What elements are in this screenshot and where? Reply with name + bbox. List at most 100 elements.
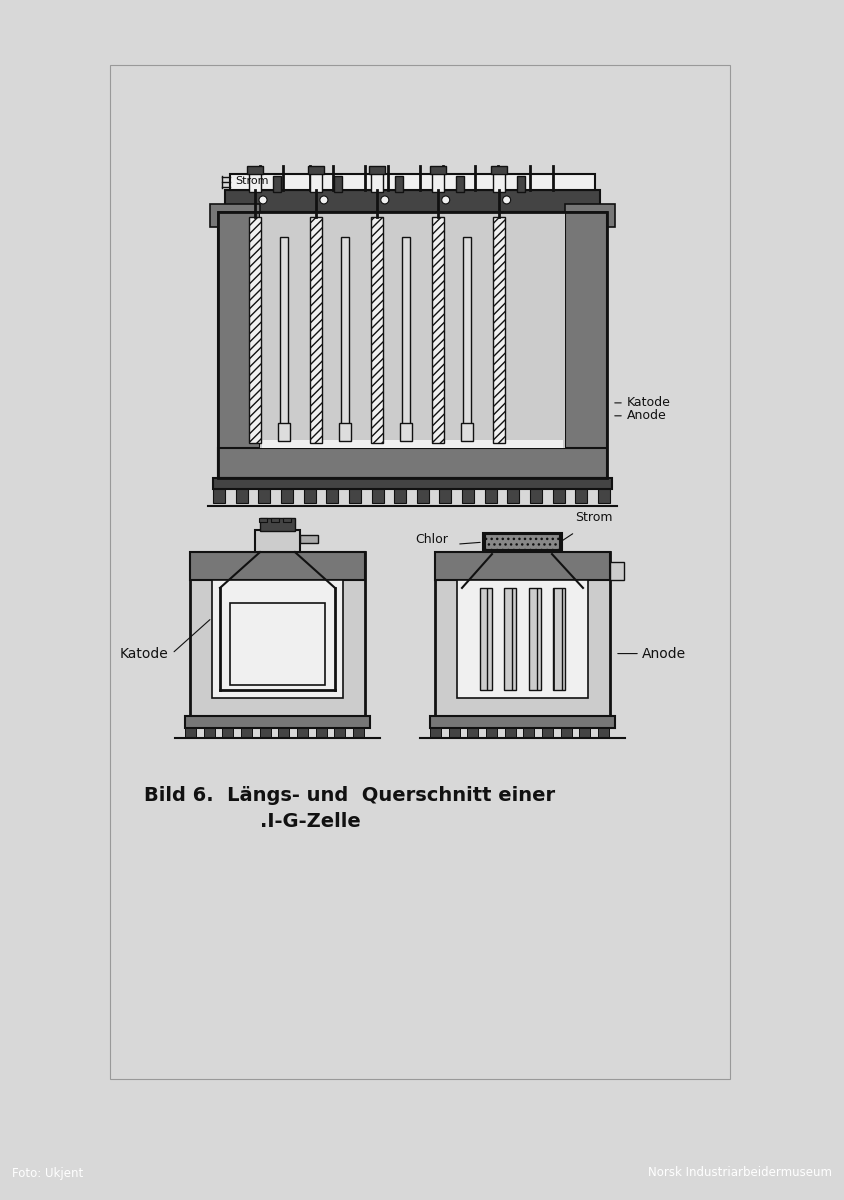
Bar	[230, 174, 595, 190]
Bar	[417, 490, 429, 503]
Bar	[576, 490, 587, 503]
Text: Bild 6.  Längs- und  Querschnitt einer: Bild 6. Längs- und Querschnitt einer	[144, 786, 555, 805]
Bar	[517, 176, 525, 192]
Bar	[523, 728, 534, 738]
Bar	[371, 172, 383, 192]
Bar	[230, 602, 325, 685]
Circle shape	[503, 196, 511, 204]
Bar	[353, 728, 364, 738]
Text: Anode: Anode	[642, 647, 686, 660]
Bar	[432, 217, 444, 443]
Text: Anode: Anode	[627, 409, 667, 422]
Text: Chlor: Chlor	[415, 533, 448, 546]
Bar	[341, 236, 349, 433]
Bar	[316, 728, 327, 738]
Bar	[247, 166, 263, 174]
Bar	[339, 422, 351, 440]
Bar	[225, 190, 600, 212]
Bar	[213, 490, 225, 503]
Bar	[486, 728, 497, 738]
Bar	[249, 217, 261, 443]
Bar	[327, 490, 338, 503]
Bar	[235, 490, 247, 503]
Bar	[449, 728, 460, 738]
Bar	[432, 172, 444, 192]
Bar	[262, 439, 563, 448]
Bar	[371, 490, 383, 503]
Bar	[185, 728, 196, 738]
Circle shape	[320, 196, 328, 204]
Text: Strom: Strom	[575, 511, 613, 524]
Bar	[283, 518, 291, 522]
Bar	[304, 490, 316, 503]
Bar	[212, 580, 343, 698]
Bar	[218, 448, 607, 478]
Bar	[281, 490, 293, 503]
Bar	[310, 172, 322, 192]
Bar	[334, 728, 345, 738]
Bar	[260, 212, 565, 448]
Bar	[218, 212, 607, 478]
Bar	[213, 478, 612, 490]
Bar	[457, 580, 588, 698]
Bar	[485, 534, 560, 550]
Bar	[259, 518, 267, 522]
Bar	[598, 728, 609, 738]
Bar	[297, 728, 308, 738]
Bar	[565, 212, 607, 478]
Bar	[490, 166, 506, 174]
Bar	[110, 65, 730, 1079]
Bar	[553, 490, 565, 503]
Bar	[435, 552, 610, 580]
Bar	[280, 236, 289, 433]
Bar	[308, 166, 324, 174]
Bar	[505, 728, 516, 738]
Bar	[255, 530, 300, 552]
Bar	[435, 552, 610, 716]
Bar	[483, 533, 562, 551]
Bar	[334, 176, 342, 192]
Text: .I-G-Zelle: .I-G-Zelle	[260, 811, 360, 830]
Bar	[371, 217, 383, 443]
Bar	[369, 166, 385, 174]
Bar	[349, 490, 361, 503]
Bar	[554, 588, 565, 690]
Bar	[440, 490, 452, 503]
Bar	[203, 728, 214, 738]
Bar	[430, 716, 615, 728]
Bar	[403, 236, 410, 433]
Bar	[504, 588, 517, 690]
Text: Foto: Ukjent: Foto: Ukjent	[12, 1166, 84, 1180]
Bar	[484, 490, 497, 503]
Bar	[400, 422, 412, 440]
Bar	[279, 422, 290, 440]
Bar	[610, 562, 624, 580]
Text: Katode: Katode	[120, 647, 169, 660]
Bar	[456, 176, 463, 192]
Bar	[260, 518, 295, 532]
Bar	[493, 172, 505, 192]
Bar	[493, 217, 505, 443]
Bar	[258, 490, 270, 503]
Bar	[310, 217, 322, 443]
Bar	[430, 728, 441, 738]
Polygon shape	[210, 204, 260, 227]
Bar	[279, 728, 289, 738]
Circle shape	[441, 196, 450, 204]
Bar	[463, 490, 474, 503]
Bar	[190, 552, 365, 580]
Circle shape	[381, 196, 389, 204]
Text: Norsk Industriarbeidermuseum: Norsk Industriarbeidermuseum	[648, 1166, 832, 1180]
Bar	[530, 490, 542, 503]
Bar	[430, 166, 446, 174]
Bar	[507, 490, 519, 503]
Bar	[598, 490, 610, 503]
Bar	[395, 176, 403, 192]
Bar	[463, 236, 471, 433]
Bar	[249, 172, 261, 192]
Bar	[560, 728, 571, 738]
Bar	[222, 728, 233, 738]
Bar	[190, 552, 365, 716]
Bar	[542, 728, 553, 738]
Bar	[468, 728, 479, 738]
